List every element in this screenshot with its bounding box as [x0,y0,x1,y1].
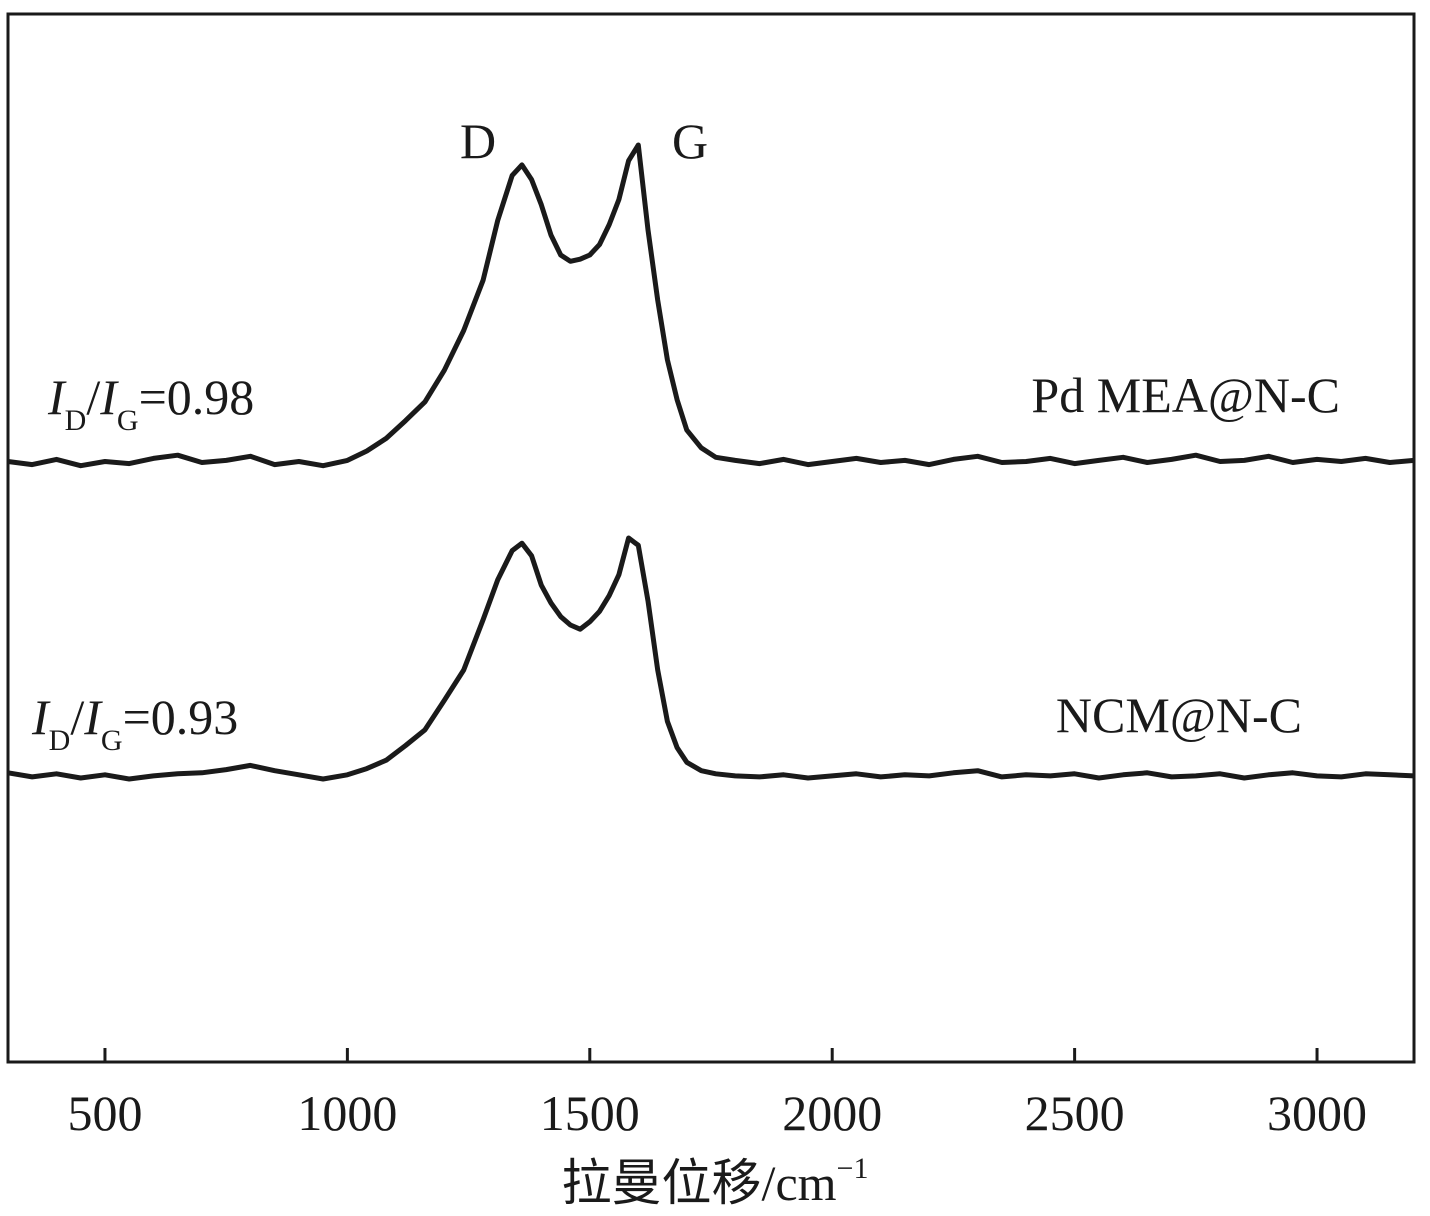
ratio-label-part: D [49,724,71,757]
ratio-label: ID/IG=0.98 [47,369,254,437]
ratio-label-part: =0.98 [139,369,255,425]
spectrum-line [7,142,1415,469]
x-tick-label: 500 [67,1085,142,1141]
ratio-label-part: D [65,404,87,437]
ratio-label-part: I [47,369,67,425]
ratio-label-part: I [31,689,51,745]
plot-frame [6,12,1416,1064]
ratio-label-part: G [117,404,139,437]
peak-label: D [460,113,496,169]
ratio-label-part: =0.93 [123,689,239,745]
series-label: NCM@N-C [1056,687,1302,743]
ratio-label-part: I [99,369,119,425]
ratio-label-part: / [70,689,84,745]
spectrum-line [7,535,1415,782]
x-tick-label: 3000 [1267,1085,1367,1141]
x-tick-label: 2500 [1025,1085,1125,1141]
series-label: Pd MEA@N-C [1031,367,1340,423]
x-tick-label: 2000 [782,1085,882,1141]
ratio-label-part: I [83,689,103,745]
x-tick-label: 1500 [540,1085,640,1141]
ratio-label: ID/IG=0.93 [31,689,238,757]
ratio-label-part: G [101,724,123,757]
peak-label: G [672,113,708,169]
x-axis-label-text: 拉曼位移/cm [562,1155,837,1211]
x-axis-label: 拉曼位移/cm−1 [562,1152,869,1211]
ratio-label-part: / [86,369,100,425]
x-axis-label-sup: −1 [837,1152,869,1185]
x-tick-label: 1000 [297,1085,397,1141]
